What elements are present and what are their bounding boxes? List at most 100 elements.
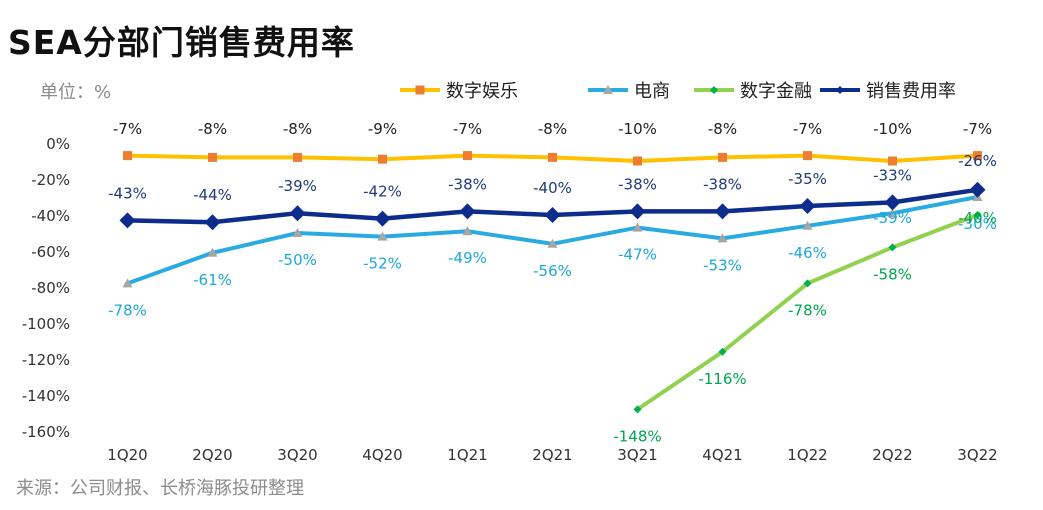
x-tick-label-6: 3Q21 — [617, 446, 657, 464]
series-0-point-9 — [888, 156, 897, 166]
series-3-point-9 — [884, 194, 901, 211]
y-tick-label-8: -160% — [22, 423, 70, 441]
series-2-point-9 — [888, 243, 897, 252]
series-1-label-8: -46% — [788, 244, 827, 262]
chart-title: SEA分部门销售费用率 — [8, 23, 355, 62]
series-2-point-10 — [973, 211, 982, 219]
y-tick-label-4: -80% — [31, 279, 70, 297]
series-0-label-10: -7% — [963, 120, 992, 138]
series-0-point-10 — [973, 151, 982, 161]
x-tick-label-5: 2Q21 — [532, 446, 572, 464]
series-0-label-7: -8% — [708, 120, 737, 138]
series-0-point-6 — [633, 156, 642, 166]
x-tick-label-3: 4Q20 — [362, 446, 402, 464]
series-1-point-1 — [207, 247, 218, 257]
series-3-point-5 — [544, 207, 561, 223]
series-0-label-9: -10% — [873, 120, 912, 138]
series-0-point-7 — [718, 152, 727, 162]
series-1-label-3: -52% — [363, 255, 402, 273]
series-3-label-6: -38% — [618, 175, 657, 193]
series-3-point-6 — [629, 203, 646, 220]
series-2-label-7: -116% — [698, 370, 746, 388]
series-3-point-0 — [119, 212, 136, 229]
x-tick-label-4: 1Q21 — [447, 446, 487, 464]
series-3-point-10 — [969, 181, 986, 198]
series-0-point-8 — [803, 151, 812, 161]
series-3-point-3 — [374, 210, 391, 227]
legend-label-0: 数字娱乐 — [446, 81, 518, 102]
series-2-label-8: -78% — [788, 301, 827, 319]
series-0-point-2 — [293, 152, 302, 162]
legend-marker-3 — [836, 86, 844, 94]
series-0-label-0: -7% — [113, 120, 142, 138]
x-tick-label-0: 1Q20 — [107, 446, 147, 464]
unit-label: 单位：% — [40, 82, 112, 103]
series-3-point-7 — [714, 203, 731, 220]
x-tick-label-1: 2Q20 — [192, 446, 232, 464]
series-1-point-6 — [632, 222, 643, 232]
y-tick-label-1: -20% — [31, 171, 70, 189]
series-3-label-10: -26% — [958, 152, 997, 170]
series-0-label-2: -8% — [283, 120, 312, 138]
series-0-label-6: -10% — [618, 120, 657, 138]
series-1-label-6: -47% — [618, 246, 657, 264]
series-3-label-7: -38% — [703, 175, 742, 193]
series-1-point-3 — [377, 231, 388, 241]
x-tick-label-8: 1Q22 — [787, 446, 827, 464]
series-2-point-6 — [633, 405, 642, 414]
series-3-point-4 — [459, 203, 476, 220]
series-3-label-4: -38% — [448, 175, 487, 193]
legend-marker-1 — [603, 85, 613, 94]
series-3-point-8 — [799, 198, 816, 214]
series-2-label-10: -40% — [958, 209, 997, 227]
series-3-label-8: -35% — [788, 170, 827, 188]
y-tick-label-6: -120% — [22, 351, 70, 369]
series-0-label-5: -8% — [538, 120, 567, 138]
series-1-point-0 — [122, 278, 133, 288]
series-2-point-7 — [718, 347, 727, 356]
series-0-point-1 — [208, 152, 217, 162]
y-tick-label-5: -100% — [22, 315, 70, 333]
series-2-label-6: -148% — [613, 427, 661, 445]
series-1-label-2: -50% — [278, 251, 317, 269]
series-0-label-3: -9% — [368, 120, 397, 138]
series-0-point-4 — [463, 151, 472, 161]
legend-label-3: 销售费用率 — [866, 81, 956, 102]
series-1-label-1: -61% — [193, 271, 232, 289]
series-1-point-7 — [717, 233, 728, 243]
y-tick-label-2: -40% — [31, 207, 70, 225]
y-tick-label-3: -60% — [31, 243, 70, 261]
series-1-label-4: -49% — [448, 249, 487, 267]
series-1-label-7: -53% — [703, 256, 742, 274]
series-0-label-8: -7% — [793, 120, 822, 138]
series-2-label-9: -58% — [873, 265, 912, 283]
x-tick-label-2: 3Q20 — [277, 446, 317, 464]
legend-marker-0 — [415, 85, 425, 95]
legend-marker-2 — [710, 86, 718, 94]
series-3-label-1: -44% — [193, 186, 232, 204]
y-tick-label-0: 0% — [46, 135, 70, 153]
series-1-point-9 — [887, 208, 898, 218]
series-3-label-5: -40% — [533, 179, 572, 197]
series-0-point-3 — [378, 154, 387, 164]
series-1-label-0: -78% — [108, 301, 147, 319]
series-3-label-9: -33% — [873, 166, 912, 184]
series-1-point-8 — [802, 220, 813, 230]
series-1-label-5: -56% — [533, 262, 572, 280]
x-tick-label-9: 2Q22 — [872, 446, 912, 464]
series-1-point-2 — [292, 228, 303, 237]
series-3-label-0: -43% — [108, 184, 147, 202]
legend-label-1: 电商 — [634, 81, 670, 102]
series-1-label-9: -39% — [873, 209, 912, 227]
series-3-label-3: -42% — [363, 183, 402, 201]
series-2-point-8 — [803, 279, 812, 288]
x-tick-label-10: 3Q22 — [957, 446, 997, 464]
x-tick-label-7: 4Q21 — [702, 446, 742, 464]
legend-label-2: 数字金融 — [740, 81, 812, 102]
series-3-point-1 — [204, 214, 221, 231]
y-tick-label-7: -140% — [22, 387, 70, 405]
series-3-point-2 — [289, 205, 306, 222]
series-3-label-2: -39% — [278, 177, 317, 195]
source-note: 来源：公司财报、长桥海豚投研整理 — [16, 478, 304, 499]
